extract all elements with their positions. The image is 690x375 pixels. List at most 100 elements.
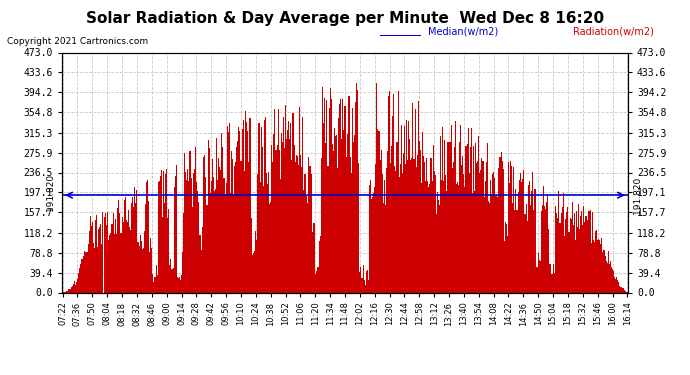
Bar [226, 126, 228, 292]
Bar [493, 172, 494, 292]
Bar [233, 194, 234, 292]
Bar [318, 267, 319, 292]
Bar [78, 273, 79, 292]
Bar [90, 216, 91, 292]
Bar [66, 291, 68, 292]
Bar [346, 134, 348, 292]
Bar [245, 111, 246, 292]
Bar [362, 265, 364, 292]
Bar [351, 174, 352, 292]
Bar [88, 231, 90, 292]
Bar [480, 170, 482, 292]
Bar [386, 168, 387, 292]
Bar [563, 194, 564, 292]
Bar [159, 181, 160, 292]
Bar [435, 175, 436, 292]
Bar [521, 182, 522, 292]
Bar [86, 252, 88, 292]
Bar [110, 233, 111, 292]
Bar [388, 96, 389, 292]
Bar [344, 106, 346, 292]
Bar [382, 174, 383, 292]
Bar [155, 265, 157, 292]
Bar [490, 180, 491, 292]
Bar [266, 173, 267, 292]
Bar [91, 226, 92, 292]
Bar [330, 88, 331, 292]
Bar [102, 211, 103, 292]
Bar [339, 104, 340, 292]
Bar [197, 191, 198, 292]
Bar [284, 148, 285, 292]
Bar [316, 271, 317, 292]
Bar [551, 273, 553, 292]
Bar [387, 151, 388, 292]
Bar [367, 270, 368, 292]
Bar [123, 222, 124, 292]
Bar [421, 183, 422, 292]
Text: Radiation(w/m2): Radiation(w/m2) [573, 26, 653, 36]
Bar [576, 211, 577, 292]
Bar [408, 122, 409, 292]
Bar [321, 158, 322, 292]
Bar [313, 223, 314, 292]
Bar [604, 256, 606, 292]
Bar [199, 235, 200, 292]
Bar [589, 211, 590, 292]
Bar [222, 147, 224, 292]
Bar [567, 207, 569, 292]
Bar [371, 199, 372, 292]
Bar [290, 123, 291, 292]
Bar [147, 180, 148, 292]
Bar [376, 83, 377, 292]
Bar [477, 161, 478, 292]
Bar [208, 148, 210, 292]
Bar [370, 180, 371, 292]
Bar [498, 168, 500, 292]
Bar [502, 170, 504, 292]
Bar [153, 282, 155, 292]
Bar [129, 227, 130, 292]
Bar [488, 201, 489, 292]
Bar [495, 196, 496, 292]
Bar [132, 197, 133, 292]
Bar [117, 208, 119, 292]
Bar [417, 101, 419, 292]
Bar [423, 156, 424, 292]
Bar [431, 181, 433, 292]
Bar [545, 209, 546, 292]
Bar [168, 209, 169, 292]
Bar [508, 162, 509, 292]
Bar [297, 156, 298, 292]
Bar [121, 217, 123, 292]
Bar [489, 203, 490, 292]
Bar [442, 127, 443, 292]
Bar [315, 274, 316, 292]
Bar [596, 230, 597, 292]
Bar [130, 230, 131, 292]
Bar [500, 152, 502, 292]
Bar [101, 244, 102, 292]
Bar [336, 135, 337, 292]
Bar [183, 213, 184, 292]
Bar [366, 271, 367, 292]
Bar [310, 174, 312, 292]
Bar [535, 267, 537, 292]
Bar [291, 160, 293, 292]
Bar [178, 278, 179, 292]
Bar [350, 157, 351, 292]
Bar [624, 291, 626, 292]
Bar [255, 231, 257, 292]
Bar [174, 187, 175, 292]
Bar [364, 285, 366, 292]
Bar [166, 169, 167, 292]
Bar [314, 223, 315, 292]
Bar [555, 213, 557, 292]
Bar [378, 131, 380, 292]
Bar [139, 235, 141, 292]
Bar [464, 187, 466, 292]
Bar [618, 282, 620, 292]
Bar [220, 170, 221, 292]
Bar [533, 210, 535, 292]
Bar [238, 127, 239, 292]
